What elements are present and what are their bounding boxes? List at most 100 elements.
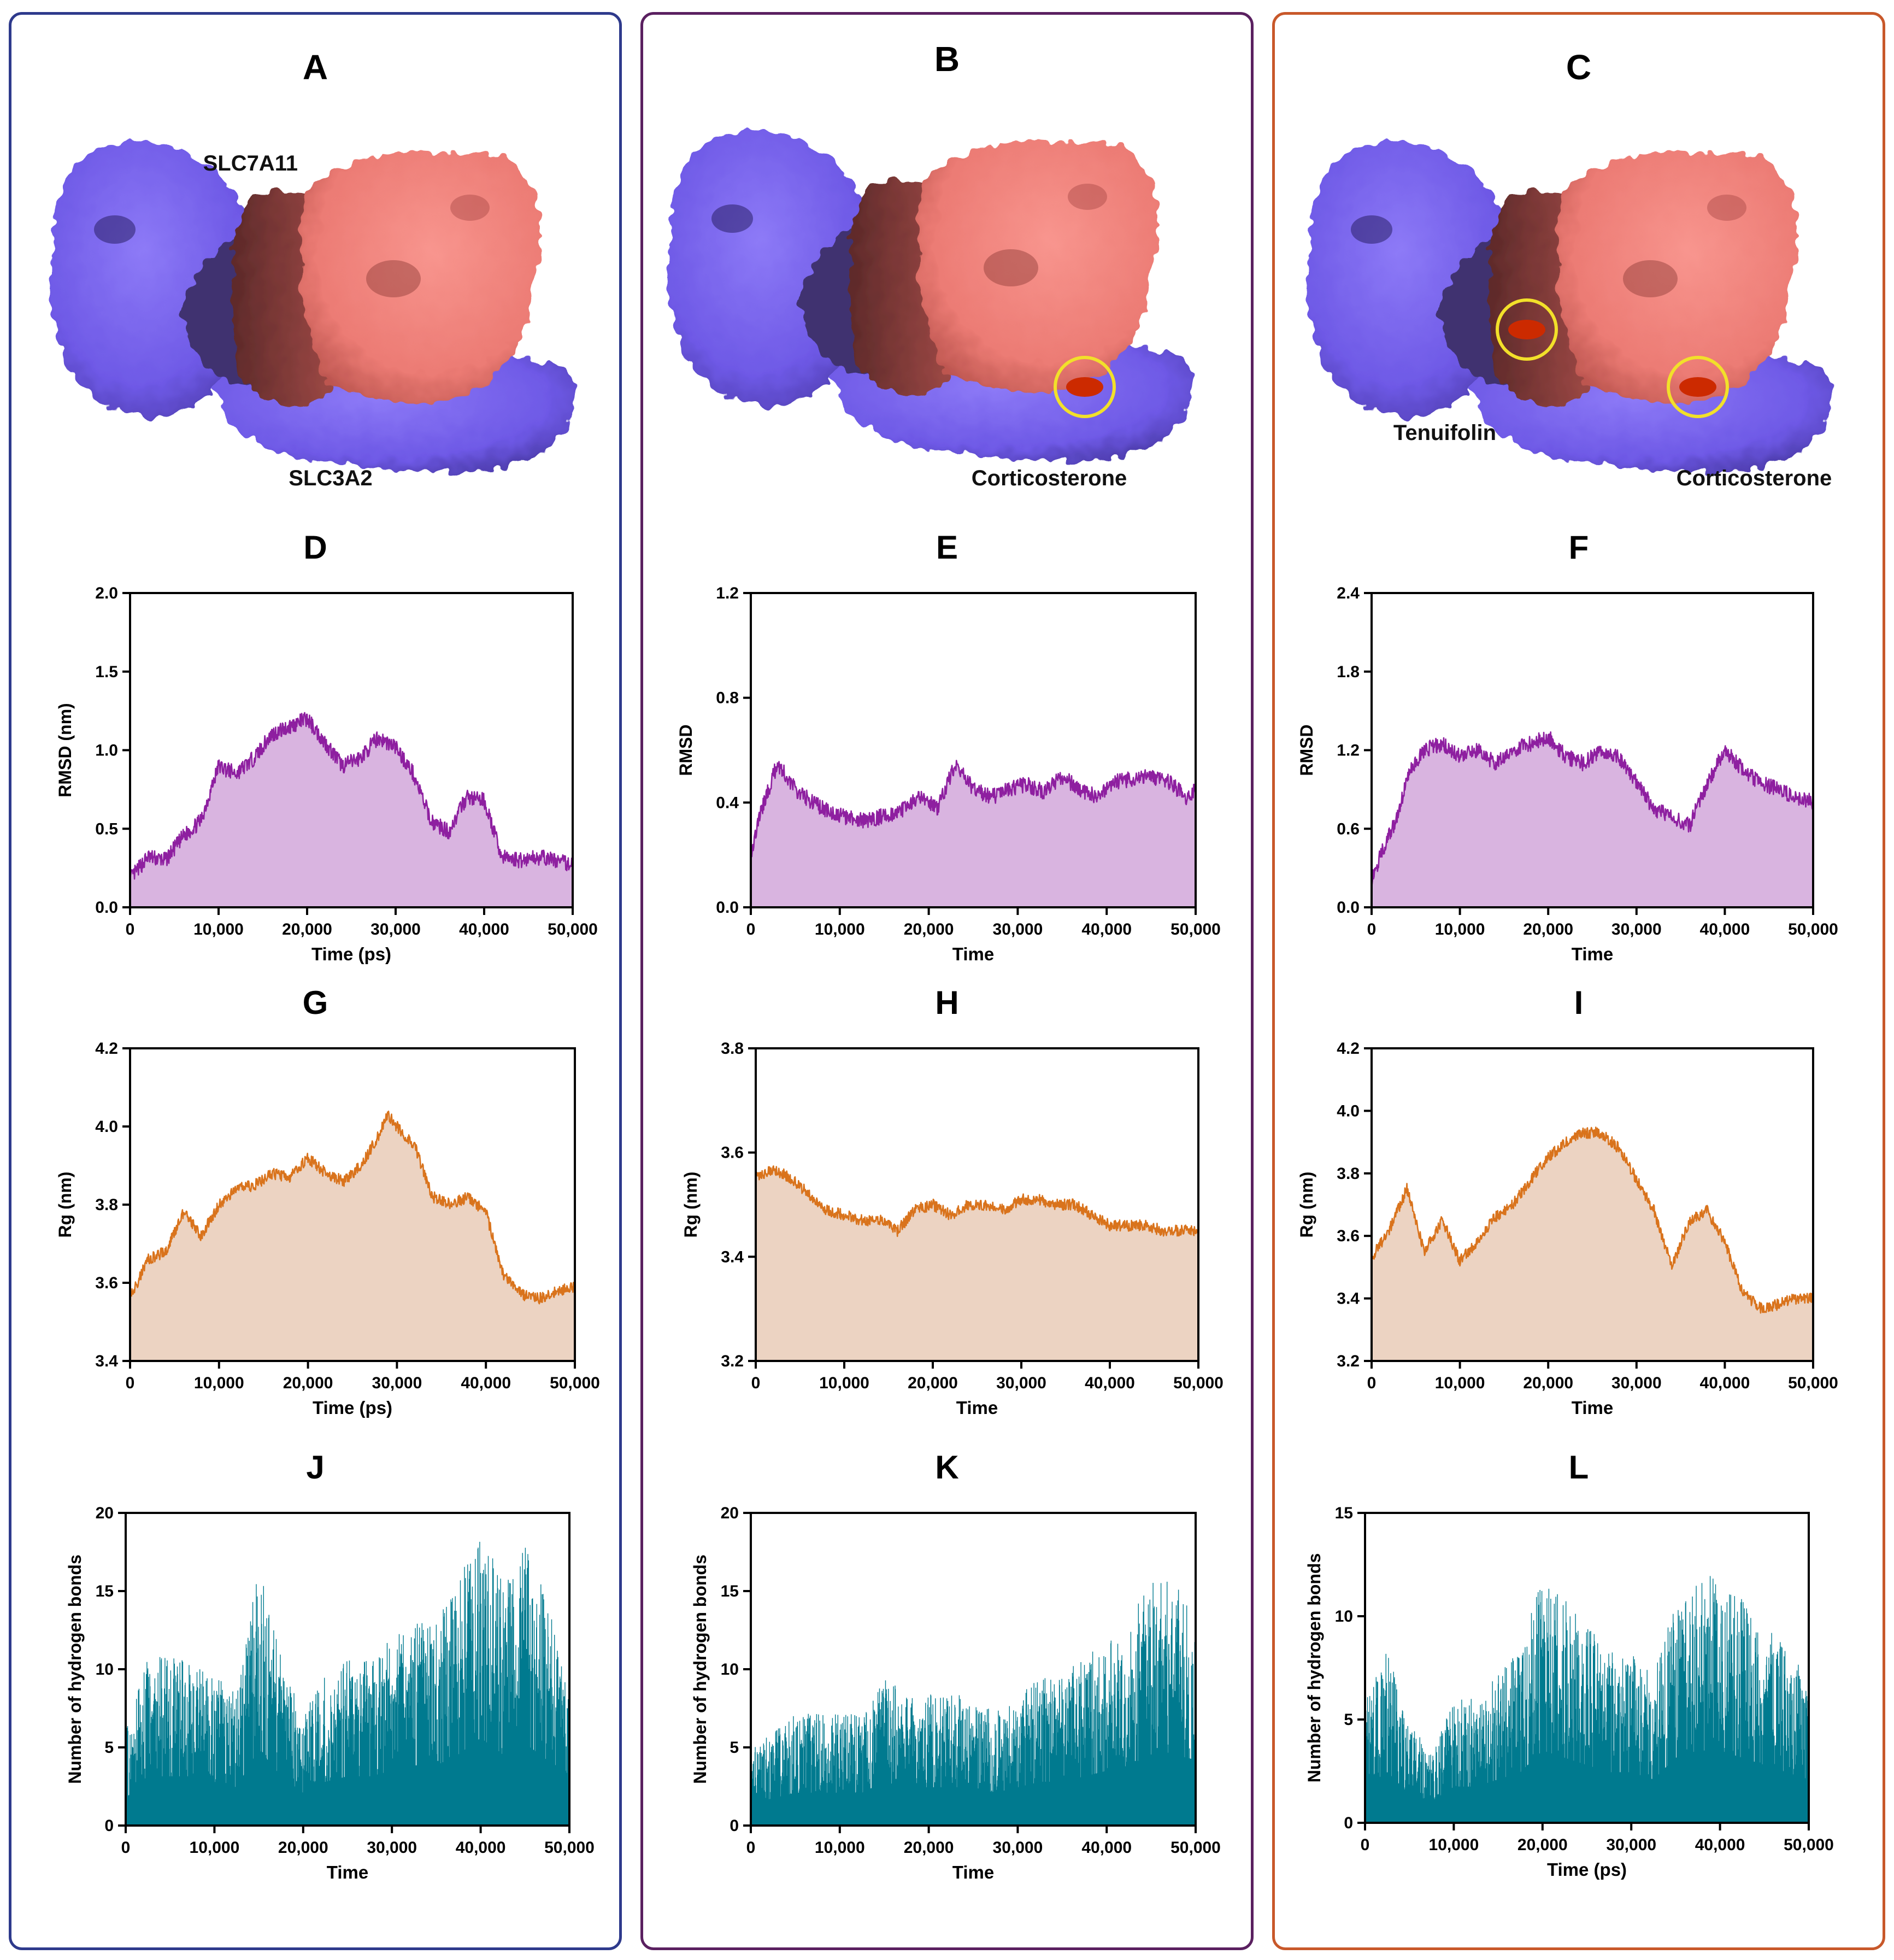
x-tick-label: 30,000 bbox=[993, 1839, 1043, 1857]
x-tick-label: 40,000 bbox=[459, 920, 509, 938]
x-tick-label: 20,000 bbox=[1523, 920, 1573, 938]
y-tick-label: 3.4 bbox=[1337, 1290, 1360, 1308]
y-tick-label: 3.8 bbox=[95, 1196, 118, 1214]
x-tick-label: 50,000 bbox=[1788, 1374, 1838, 1392]
y-tick-label: 2.0 bbox=[95, 584, 118, 602]
x-tick-label: 20,000 bbox=[1523, 1374, 1573, 1392]
x-tick-label: 0 bbox=[746, 1839, 756, 1857]
ligand-highlight-circle bbox=[1054, 356, 1116, 418]
rg-line bbox=[129, 1110, 576, 1305]
ligand-blob bbox=[1679, 377, 1716, 397]
y-axis-label: Number of hydrogen bonds bbox=[1304, 1553, 1324, 1783]
panel-letter-c: C bbox=[1566, 48, 1591, 87]
y-tick-label: 1.5 bbox=[95, 663, 118, 681]
x-axis-label: Time (ps) bbox=[311, 944, 391, 964]
panel-letter-e: E bbox=[936, 529, 958, 566]
x-tick-label: 10,000 bbox=[1429, 1836, 1479, 1854]
y-tick-label: 10 bbox=[721, 1660, 739, 1679]
x-axis-label: Time (ps) bbox=[313, 1398, 392, 1418]
plot-frame bbox=[1364, 1512, 1810, 1824]
x-tick-label: 50,000 bbox=[1784, 1836, 1834, 1854]
y-tick-label: 0.0 bbox=[1337, 899, 1360, 917]
panel-letter-j: J bbox=[306, 1449, 324, 1486]
x-tick-label: 40,000 bbox=[1695, 1836, 1745, 1854]
chart-panel-k: K 0 10,000 20,000 30,000 40,000 50,000 0 5 10 15 20… bbox=[690, 1449, 1221, 1882]
y-axis-label: Rg (nm) bbox=[681, 1172, 701, 1238]
structure-label: Corticosterone bbox=[1677, 466, 1832, 490]
x-tick-label: 40,000 bbox=[461, 1374, 511, 1392]
x-tick-label: 50,000 bbox=[544, 1839, 595, 1857]
x-tick-label: 30,000 bbox=[996, 1374, 1046, 1392]
panel-letter-k: K bbox=[935, 1449, 958, 1486]
y-tick-label: 3.6 bbox=[95, 1274, 118, 1292]
chart-panel-e: E 0 10,000 20,000 30,000 40,000 50,000 0.0 0.4 0.… bbox=[676, 529, 1221, 964]
x-tick-label: 30,000 bbox=[1611, 1374, 1662, 1392]
x-tick-label: 40,000 bbox=[456, 1839, 506, 1857]
x-tick-label: 10,000 bbox=[819, 1374, 869, 1392]
panel-letter-h: H bbox=[935, 984, 958, 1021]
x-tick-label: 50,000 bbox=[550, 1374, 600, 1392]
structure-panel-c: C Tenuifolin Corticosterone bbox=[1309, 48, 1832, 490]
structure-panel-a: A SLC7A11 SLC3A2 bbox=[52, 48, 574, 490]
x-tick-label: 40,000 bbox=[1081, 920, 1132, 938]
structure-panel-b: B Corticosterone bbox=[669, 39, 1192, 490]
column-frame-c bbox=[1272, 12, 1885, 1950]
x-axis-label: Time (ps) bbox=[1547, 1859, 1627, 1880]
y-tick-label: 5 bbox=[104, 1739, 114, 1757]
ligand-blob bbox=[1066, 377, 1103, 397]
y-axis-label: RMSD bbox=[1297, 724, 1316, 776]
y-tick-label: 3.8 bbox=[721, 1040, 744, 1058]
x-axis-label: Time bbox=[952, 944, 994, 964]
rmsd-area bbox=[1372, 732, 1813, 907]
x-tick-label: 30,000 bbox=[370, 920, 421, 938]
rmsd-line bbox=[129, 712, 574, 887]
column-frame-a bbox=[9, 12, 622, 1950]
rmsd-area bbox=[751, 760, 1196, 907]
x-tick-label: 10,000 bbox=[190, 1839, 240, 1857]
x-tick-label: 10,000 bbox=[815, 1839, 865, 1857]
x-tick-label: 30,000 bbox=[993, 920, 1043, 938]
ligand-blob bbox=[1508, 320, 1545, 339]
x-tick-label: 0 bbox=[121, 1839, 131, 1857]
y-tick-label: 4.0 bbox=[95, 1118, 118, 1136]
plot-frame bbox=[1370, 1047, 1814, 1362]
chart-panel-i: I 0 10,000 20,000 30,000 40,000 50,000 3.2 3.4 3.… bbox=[1297, 984, 1838, 1418]
y-tick-label: 4.2 bbox=[95, 1040, 118, 1058]
y-tick-label: 3.8 bbox=[1337, 1165, 1360, 1183]
protein-surface-b bbox=[669, 131, 1192, 461]
x-tick-label: 0 bbox=[751, 1374, 761, 1392]
y-tick-label: 15 bbox=[1335, 1504, 1353, 1522]
x-axis-label: Time bbox=[952, 1862, 994, 1882]
y-tick-label: 3.4 bbox=[721, 1248, 744, 1266]
y-tick-label: 20 bbox=[96, 1504, 114, 1522]
y-tick-label: 1.0 bbox=[95, 742, 118, 760]
rg-area bbox=[1372, 1127, 1813, 1361]
y-tick-label: 0.0 bbox=[95, 899, 118, 917]
x-tick-label: 20,000 bbox=[908, 1374, 958, 1392]
x-tick-label: 40,000 bbox=[1700, 920, 1750, 938]
x-axis-label: Time bbox=[956, 1398, 998, 1418]
panel-letter-i: I bbox=[1574, 984, 1584, 1021]
y-axis-label: Rg (nm) bbox=[55, 1172, 75, 1238]
x-tick-label: 30,000 bbox=[372, 1374, 422, 1392]
structure-label: Tenuifolin bbox=[1393, 421, 1496, 445]
column-frame-b bbox=[640, 12, 1254, 1950]
plot-frame bbox=[755, 1047, 1199, 1362]
x-tick-label: 0 bbox=[746, 920, 756, 938]
y-tick-label: 10 bbox=[1335, 1607, 1353, 1625]
y-tick-label: 0.5 bbox=[95, 820, 118, 838]
x-tick-label: 20,000 bbox=[283, 1374, 333, 1392]
x-tick-label: 10,000 bbox=[193, 920, 244, 938]
y-tick-label: 1.2 bbox=[716, 584, 739, 602]
chart-panel-f: F 0 10,000 20,000 30,000 40,000 50,000 0.0 0.6 1.… bbox=[1297, 529, 1838, 964]
x-tick-label: 40,000 bbox=[1081, 1839, 1132, 1857]
x-tick-label: 20,000 bbox=[278, 1839, 328, 1857]
x-tick-label: 50,000 bbox=[1170, 920, 1221, 938]
x-tick-label: 40,000 bbox=[1085, 1374, 1135, 1392]
x-tick-label: 50,000 bbox=[548, 920, 598, 938]
x-tick-label: 0 bbox=[1367, 920, 1377, 938]
x-tick-label: 0 bbox=[126, 1374, 135, 1392]
x-tick-label: 10,000 bbox=[194, 1374, 244, 1392]
hbond-base-area bbox=[126, 1738, 569, 1826]
ligand-highlight-circle bbox=[1667, 356, 1729, 418]
